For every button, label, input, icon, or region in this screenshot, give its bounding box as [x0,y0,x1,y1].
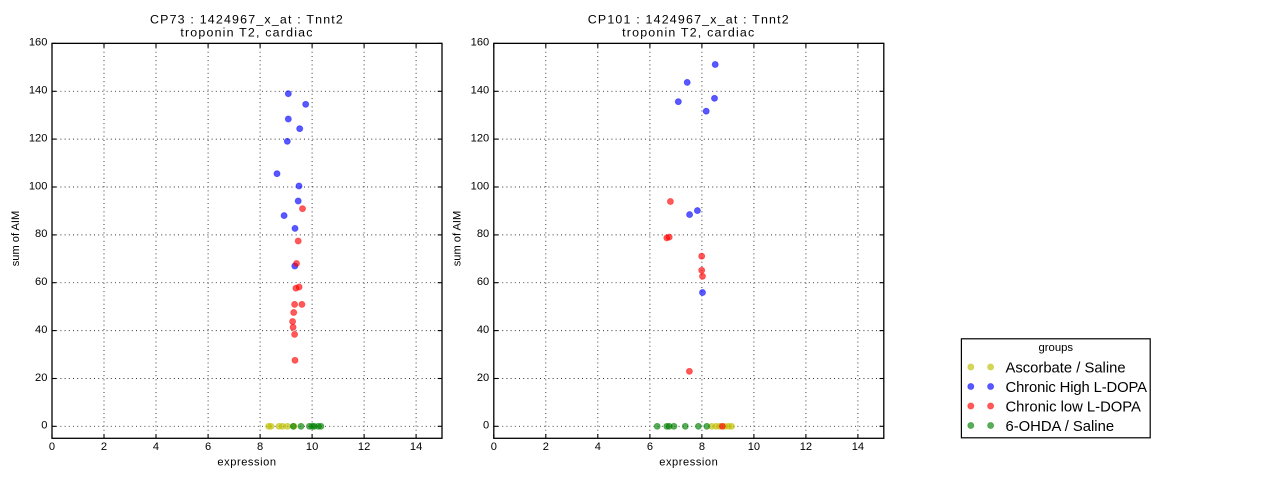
svg-text:20: 20 [477,372,489,384]
svg-text:120: 120 [29,132,48,144]
svg-text:160: 160 [29,37,48,49]
svg-text:8: 8 [257,441,263,453]
svg-text:12: 12 [800,441,812,453]
svg-text:14: 14 [410,441,422,453]
svg-text:0: 0 [49,441,55,453]
svg-text:troponin T2, cardiac: troponin T2, cardiac [180,25,313,39]
svg-text:CP101 : 1424967_x_at : Tnnt2: CP101 : 1424967_x_at : Tnnt2 [588,13,790,27]
svg-text:0: 0 [491,441,497,453]
svg-text:160: 160 [471,37,490,49]
svg-text:expression: expression [659,456,718,468]
svg-text:troponin T2, cardiac: troponin T2, cardiac [622,25,755,39]
svg-text:Chronic High L-DOPA: Chronic High L-DOPA [1006,380,1148,396]
svg-text:sum of AIM: sum of AIM [10,211,22,267]
svg-text:100: 100 [471,180,490,192]
svg-text:140: 140 [29,85,48,97]
svg-text:100: 100 [29,180,48,192]
svg-text:40: 40 [35,324,47,336]
svg-text:8: 8 [699,441,705,453]
svg-text:10: 10 [306,441,318,453]
svg-text:6: 6 [647,441,653,453]
svg-text:CP73 : 1424967_x_at : Tnnt2: CP73 : 1424967_x_at : Tnnt2 [150,13,344,27]
svg-text:4: 4 [595,441,601,453]
svg-text:sum of AIM: sum of AIM [452,211,464,267]
svg-text:60: 60 [35,276,47,288]
svg-text:60: 60 [477,276,489,288]
svg-text:2: 2 [101,441,107,453]
svg-text:12: 12 [358,441,370,453]
svg-text:groups: groups [1039,342,1074,354]
svg-text:20: 20 [35,372,47,384]
svg-text:120: 120 [471,132,490,144]
svg-text:4: 4 [153,441,159,453]
svg-text:Chronic low L-DOPA: Chronic low L-DOPA [1006,400,1142,416]
svg-text:10: 10 [748,441,760,453]
svg-text:14: 14 [852,441,864,453]
svg-text:2: 2 [543,441,549,453]
svg-text:Ascorbate / Saline: Ascorbate / Saline [1006,361,1126,377]
svg-text:40: 40 [477,324,489,336]
svg-text:140: 140 [471,85,490,97]
svg-text:80: 80 [35,228,47,240]
svg-text:80: 80 [477,228,489,240]
svg-text:0: 0 [483,420,489,432]
svg-text:0: 0 [41,420,47,432]
svg-text:6: 6 [205,441,211,453]
svg-text:6-OHDA / Saline: 6-OHDA / Saline [1006,419,1115,435]
svg-text:expression: expression [217,456,276,468]
